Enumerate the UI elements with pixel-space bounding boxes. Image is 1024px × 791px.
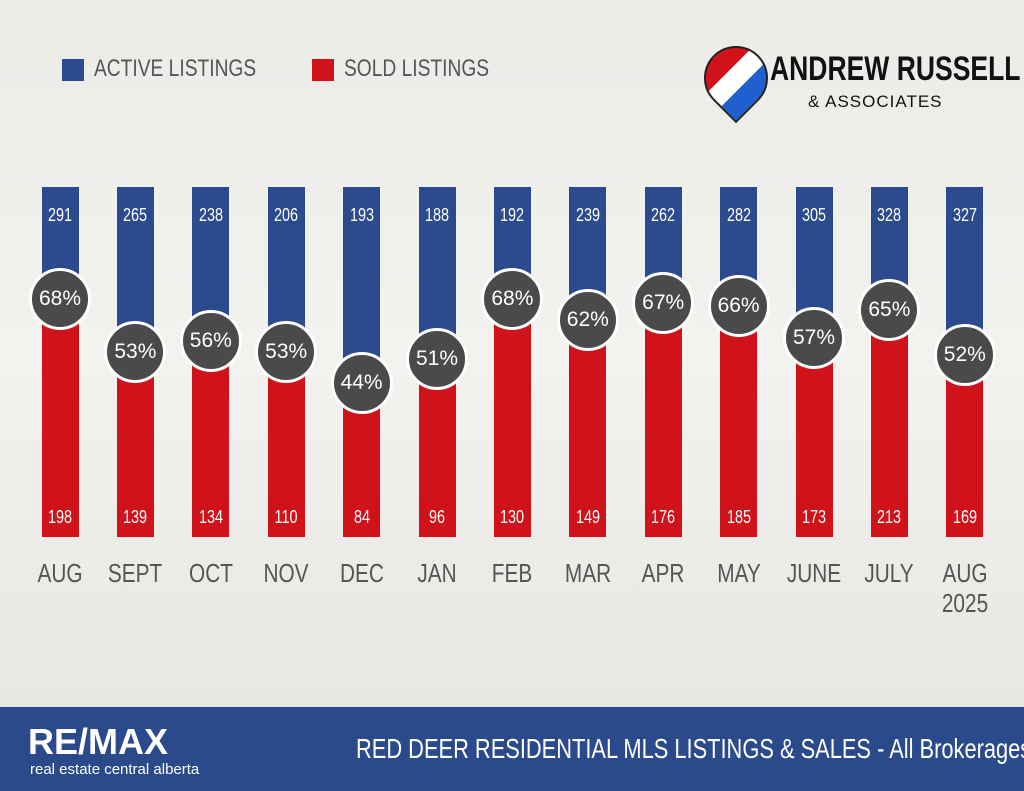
legend-swatch [62, 59, 84, 81]
percent-badge: 52% [933, 324, 996, 386]
brand-tagline: real estate central alberta [30, 761, 200, 778]
sold-value: 110 [274, 507, 298, 527]
x-tick-label: OCT [188, 558, 233, 588]
logo-sub: & ASSOCIATES [808, 92, 943, 111]
active-value: 305 [801, 205, 827, 225]
active-bar [343, 187, 381, 383]
percent-badge: 53% [104, 320, 167, 383]
percent-badge: 66% [707, 275, 770, 337]
active-value: 265 [123, 205, 148, 225]
legend-label: ACTIVE LISTINGS [94, 55, 257, 82]
sold-value: 149 [575, 507, 600, 527]
sold-bar [569, 320, 607, 537]
sold-bar [795, 337, 833, 537]
active-value: 239 [575, 205, 600, 225]
percent-badge: 68% [481, 268, 544, 330]
active-value: 193 [349, 205, 374, 225]
footer: RE/MAX real estate central alberta RED D… [0, 707, 1024, 791]
percent-badge: 65% [858, 278, 921, 341]
active-value: 192 [500, 205, 525, 225]
brand-name: RE/MAX [28, 721, 169, 762]
active-value: 291 [47, 205, 73, 225]
x-tick-label: APR [641, 558, 685, 588]
active-value: 328 [877, 205, 902, 225]
percent-badge: 62% [556, 289, 619, 351]
x-tick-label: SEPT [108, 558, 163, 588]
active-value: 262 [651, 205, 676, 225]
sold-value: 185 [726, 507, 751, 527]
sold-value: 84 [353, 507, 370, 527]
sold-bar [493, 299, 531, 537]
logo-name: ANDREW RUSSELL [770, 50, 1021, 88]
sold-value: 130 [500, 507, 525, 527]
sold-value: 213 [877, 507, 902, 527]
active-value: 206 [274, 205, 299, 225]
x-tick-label: AUG 2025 [941, 558, 988, 618]
sold-value: 173 [801, 507, 827, 527]
sold-value: 198 [47, 507, 73, 527]
chart-title: RED DEER RESIDENTIAL MLS LISTINGS & SALE… [356, 733, 1024, 764]
percent-badge: 44% [330, 352, 393, 414]
sold-value: 96 [428, 507, 446, 527]
legend-label: SOLD LISTINGS [344, 55, 490, 82]
x-tick-label: JAN [417, 558, 457, 588]
sold-value: 139 [123, 507, 148, 527]
active-value: 188 [424, 205, 450, 225]
percent-badge: 57% [783, 306, 845, 369]
x-tick-label: MAR [564, 558, 611, 588]
percent-badge: 68% [29, 268, 91, 330]
x-tick-label: FEB [492, 558, 533, 588]
percent-badge: 51% [406, 327, 468, 390]
sold-bar [41, 299, 79, 537]
x-tick-label: JULY [864, 558, 915, 588]
x-tick-label: AUG [37, 558, 83, 588]
percent-badge: 53% [255, 320, 318, 383]
logo-pin [690, 32, 782, 124]
percent-badge: 56% [179, 310, 242, 372]
x-tick-label: NOV [263, 558, 309, 588]
active-value: 327 [952, 205, 977, 225]
sold-bar [720, 306, 758, 537]
sold-bar [192, 341, 230, 537]
sold-bar [644, 302, 682, 537]
legend-swatch [312, 59, 334, 81]
sold-value: 134 [198, 507, 223, 527]
percent-badge: 67% [632, 271, 695, 334]
x-tick-label: JUNE [786, 558, 842, 588]
x-tick-label: DEC [339, 558, 384, 588]
active-value: 238 [198, 205, 223, 225]
active-value: 282 [726, 205, 751, 225]
sold-value: 176 [651, 507, 676, 527]
x-tick-label: MAY [716, 558, 761, 588]
sold-value: 169 [952, 507, 977, 527]
sold-bar [870, 309, 908, 537]
